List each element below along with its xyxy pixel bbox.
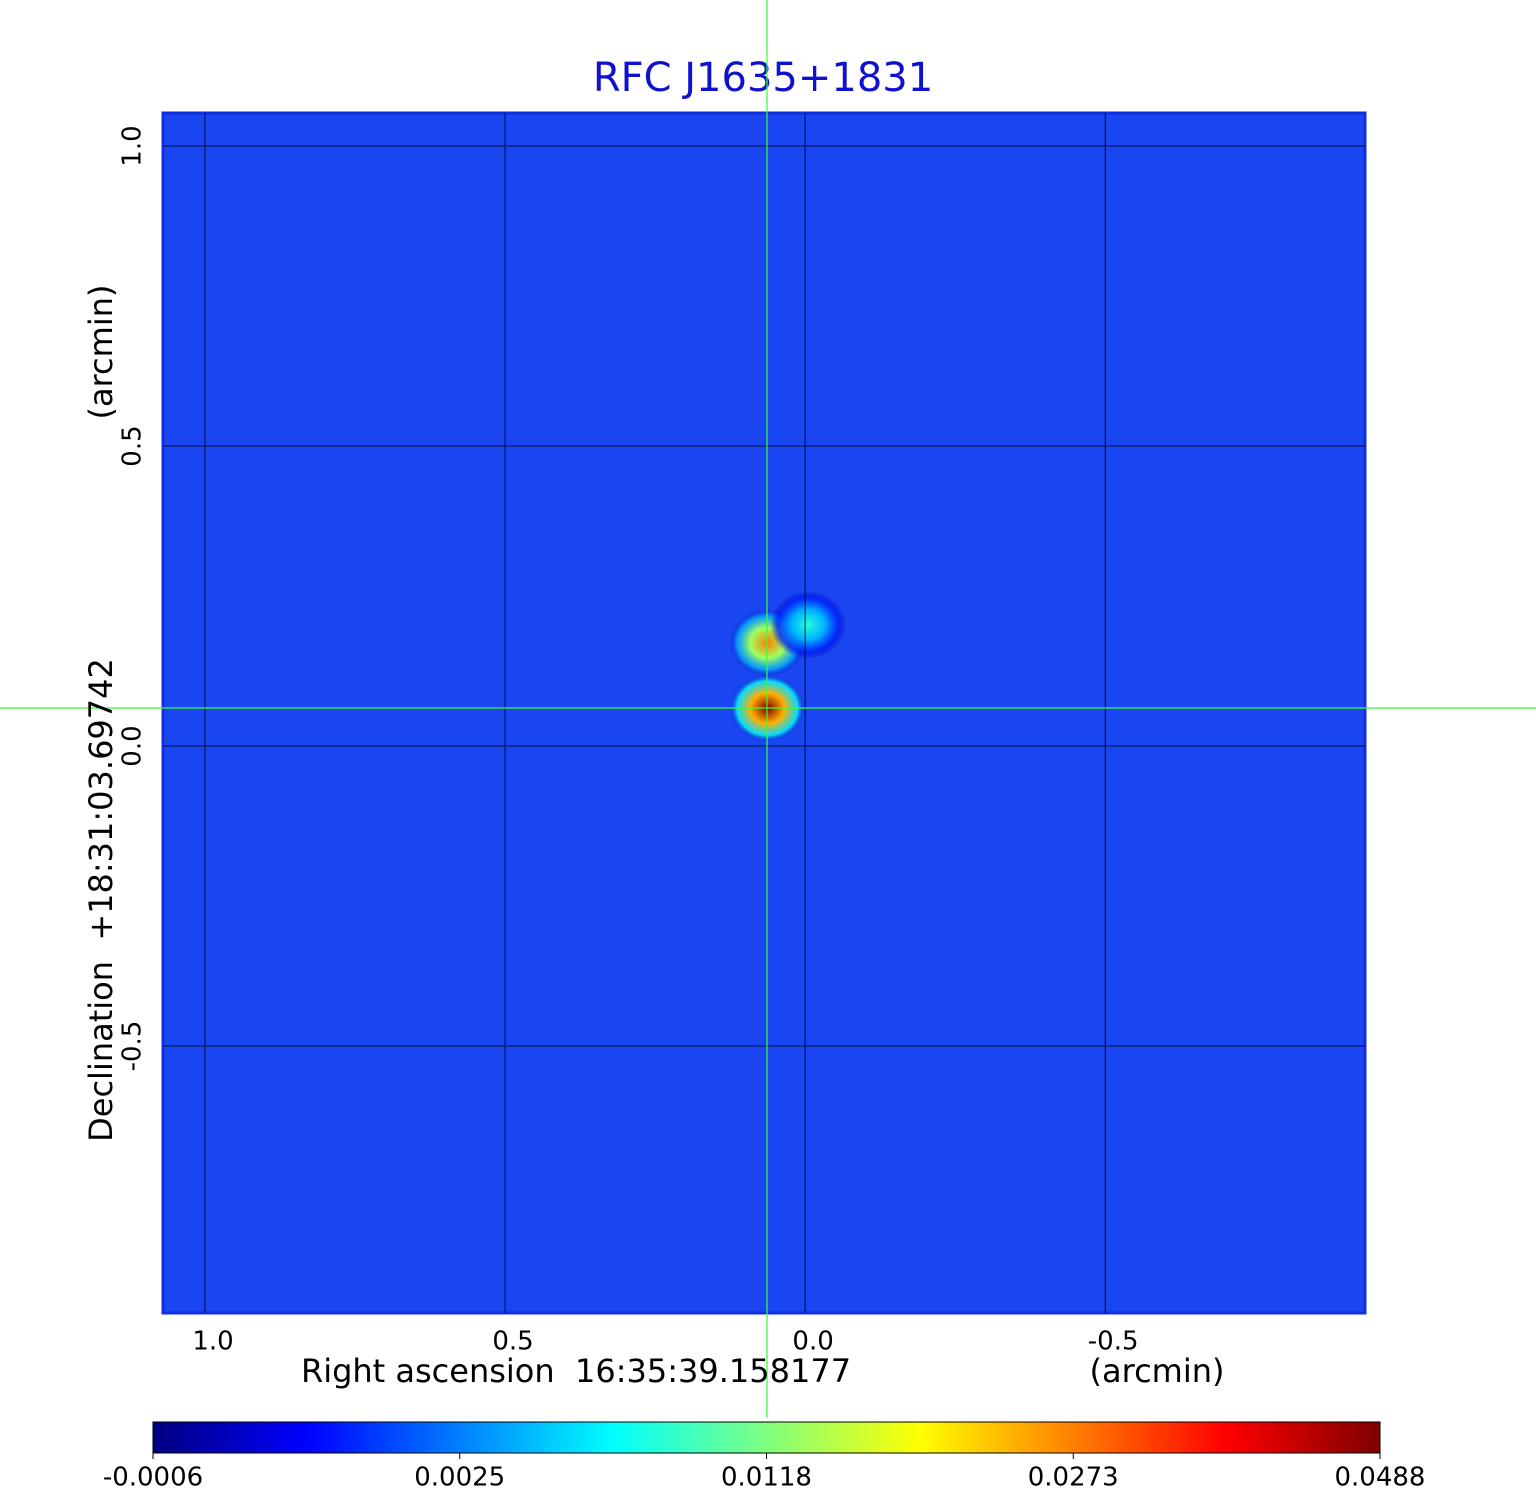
y-tick-label: -0.5: [118, 1021, 148, 1072]
colorbar-tick-label: 0.0273: [1028, 1463, 1119, 1493]
y-tick-label: 0.0: [118, 725, 148, 766]
colorbar-tick-label: 0.0118: [721, 1463, 812, 1493]
x-tick-label: 1.0: [192, 1327, 233, 1357]
x-axis-unit: (arcmin): [1090, 1352, 1225, 1390]
colorbar-tick-label: 0.0025: [414, 1463, 505, 1493]
x-tick-label: 0.5: [492, 1327, 533, 1357]
y-tick-label: 1.0: [118, 125, 148, 166]
x-tick-label: -0.5: [1088, 1327, 1139, 1357]
x-tick-label: 0.0: [792, 1327, 833, 1357]
y-axis-unit: (arcmin): [82, 285, 120, 420]
x-axis-label: Right ascension 16:35:39.158177: [301, 1352, 851, 1390]
colorbar: [152, 1421, 1381, 1454]
y-tick-label: 0.5: [118, 425, 148, 466]
source-component: [770, 590, 847, 659]
colorbar-tick-label: 0.0488: [1335, 1463, 1426, 1493]
colorbar-tick-label: -0.0006: [103, 1463, 203, 1493]
chart-title: RFC J1635+1831: [593, 55, 933, 101]
y-axis-label: Declination +18:31:03.69742: [82, 658, 120, 1142]
